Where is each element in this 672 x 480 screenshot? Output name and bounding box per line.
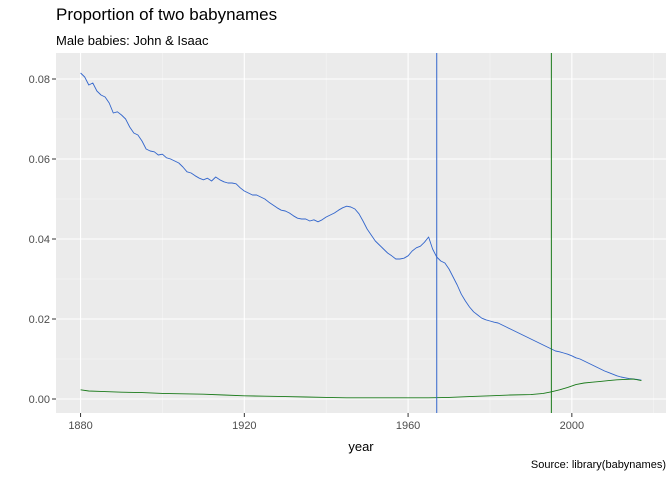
reference-lines [436,53,552,413]
x-tick-label: 2000 [560,420,584,432]
y-tick-label: 0.04 [29,234,50,246]
y-tick-label: 0.02 [29,314,50,326]
major-gridlines [56,53,666,413]
x-tick-label: 1920 [232,420,256,432]
x-tick-label: 1880 [68,420,92,432]
tick-labels: 1880 1920 1960 2000 0.00 0.02 0.04 0.06 0.08 [29,74,585,432]
x-tick-label: 1960 [396,420,420,432]
y-tick-label: 0.08 [29,74,50,86]
y-tick-label: 0.06 [29,154,50,166]
chart-caption: Source: library(babynames) [530,459,666,471]
chart-title: Proportion of two babynames [56,5,278,24]
series-lines [80,72,642,399]
x-axis-title: year [348,439,374,454]
minor-gridlines [56,53,666,413]
axis-ticks [52,78,573,417]
y-tick-label: 0.00 [29,394,50,406]
chart-subtitle: Male babies: John & Isaac [56,33,209,48]
series-line-1 [80,72,642,381]
series-line-2 [80,378,642,399]
